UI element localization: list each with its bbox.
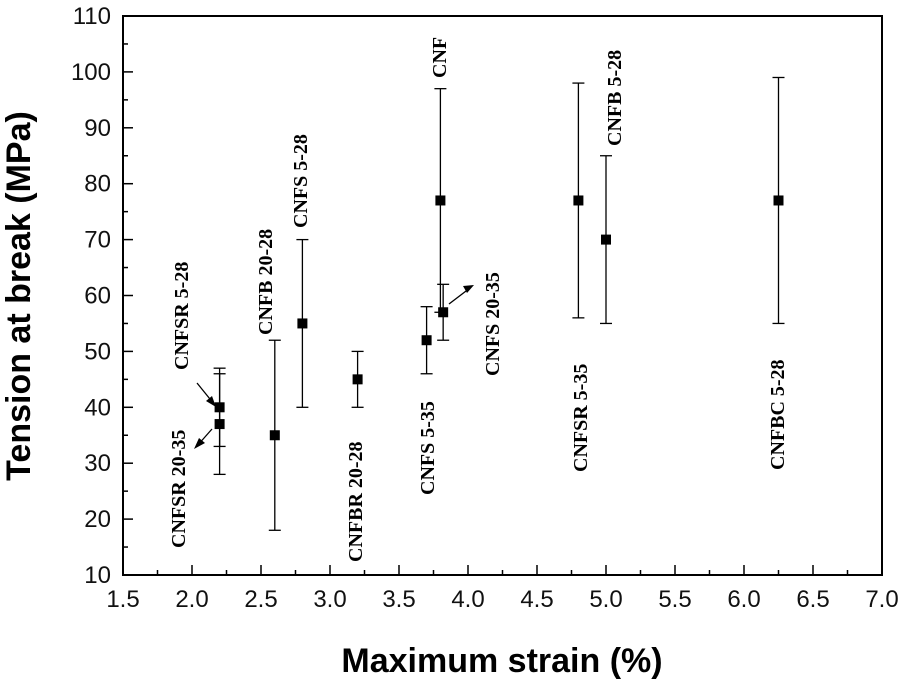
x-tick-label: 2.0 <box>175 586 208 613</box>
data-point <box>268 339 281 531</box>
data-series <box>213 76 785 531</box>
arrowhead-cnfs-20-35 <box>463 285 474 293</box>
y-tick-label: 100 <box>71 59 111 86</box>
label-cnfsr-5-28: CNFSR 5-28 <box>171 262 193 370</box>
label-cnfbr-20-28: CNFBR 20-28 <box>345 441 367 562</box>
y-axis-title: Tension at break (MPa) <box>0 111 38 481</box>
data-point <box>600 155 612 325</box>
x-tick-label: 5.0 <box>589 586 622 613</box>
label-cnfb-20-28: CNFB 20-28 <box>255 229 277 335</box>
label-cnfsr-20-35: CNFSR 20-35 <box>168 430 190 548</box>
arrowhead-cnfsr-5-28 <box>206 396 216 407</box>
label-cnf: CNF <box>429 37 451 78</box>
y-tick-label: 80 <box>84 171 111 198</box>
x-tick-label: 6.0 <box>727 586 760 613</box>
data-point <box>213 373 226 476</box>
x-tick-label: 4.5 <box>520 586 553 613</box>
data-point <box>572 82 585 319</box>
point-marker <box>297 318 308 329</box>
point-marker <box>438 307 449 318</box>
data-point <box>772 76 785 325</box>
x-tick-label: 5.5 <box>658 586 691 613</box>
x-tick-label: 1.5 <box>106 586 139 613</box>
y-tick-label: 30 <box>84 450 111 477</box>
y-tick-label: 90 <box>84 115 111 142</box>
point-marker <box>421 335 432 346</box>
x-tick-label: 2.5 <box>244 586 277 613</box>
x-tick-label: 6.5 <box>796 586 829 613</box>
point-marker <box>601 234 611 245</box>
x-tick-label: 4.0 <box>451 586 484 613</box>
y-tick-label: 10 <box>84 562 111 589</box>
x-tick-label: 3.5 <box>382 586 415 613</box>
annotation-arrows <box>194 285 474 449</box>
label-cnfs-5-28: CNFS 5-28 <box>290 134 312 228</box>
label-cnfbc-5-28: CNFBC 5-28 <box>767 359 789 470</box>
label-cnfs-5-35: CNFS 5-35 <box>417 401 439 495</box>
label-cnfsr-5-35: CNFSR 5-35 <box>570 364 592 472</box>
y-tick-label: 20 <box>84 506 111 533</box>
data-point <box>434 88 447 313</box>
point-marker <box>773 195 784 206</box>
y-tick-label: 40 <box>84 394 111 421</box>
data-point <box>351 350 364 408</box>
data-point <box>296 238 309 408</box>
point-marker <box>214 419 225 430</box>
x-tick-label: 3.0 <box>313 586 346 613</box>
label-cnfs-20-35: CNFS 20-35 <box>482 272 504 376</box>
y-tick-label: 70 <box>84 227 111 254</box>
y-tick-label: 110 <box>73 3 111 30</box>
data-point <box>420 306 433 375</box>
point-marker <box>352 374 363 385</box>
tick-group: 1.5 2.0 2.5 3.0 3.5 4.0 4.5 5.0 5.5 6.0 6.5 7.0 10 20… <box>71 3 899 613</box>
label-cnfb-5-28: CNFB 5-28 <box>604 50 626 146</box>
y-tick-label: 60 <box>84 283 111 310</box>
data-point <box>437 283 450 341</box>
y-tick-label: 50 <box>84 338 111 365</box>
point-marker <box>269 430 280 441</box>
x-axis-title: Maximum strain (%) <box>341 642 662 680</box>
point-marker <box>573 195 584 206</box>
x-tick-label: 7.0 <box>865 586 898 613</box>
arrowhead-cnfsr-20-35 <box>194 438 205 449</box>
point-marker <box>435 195 446 206</box>
